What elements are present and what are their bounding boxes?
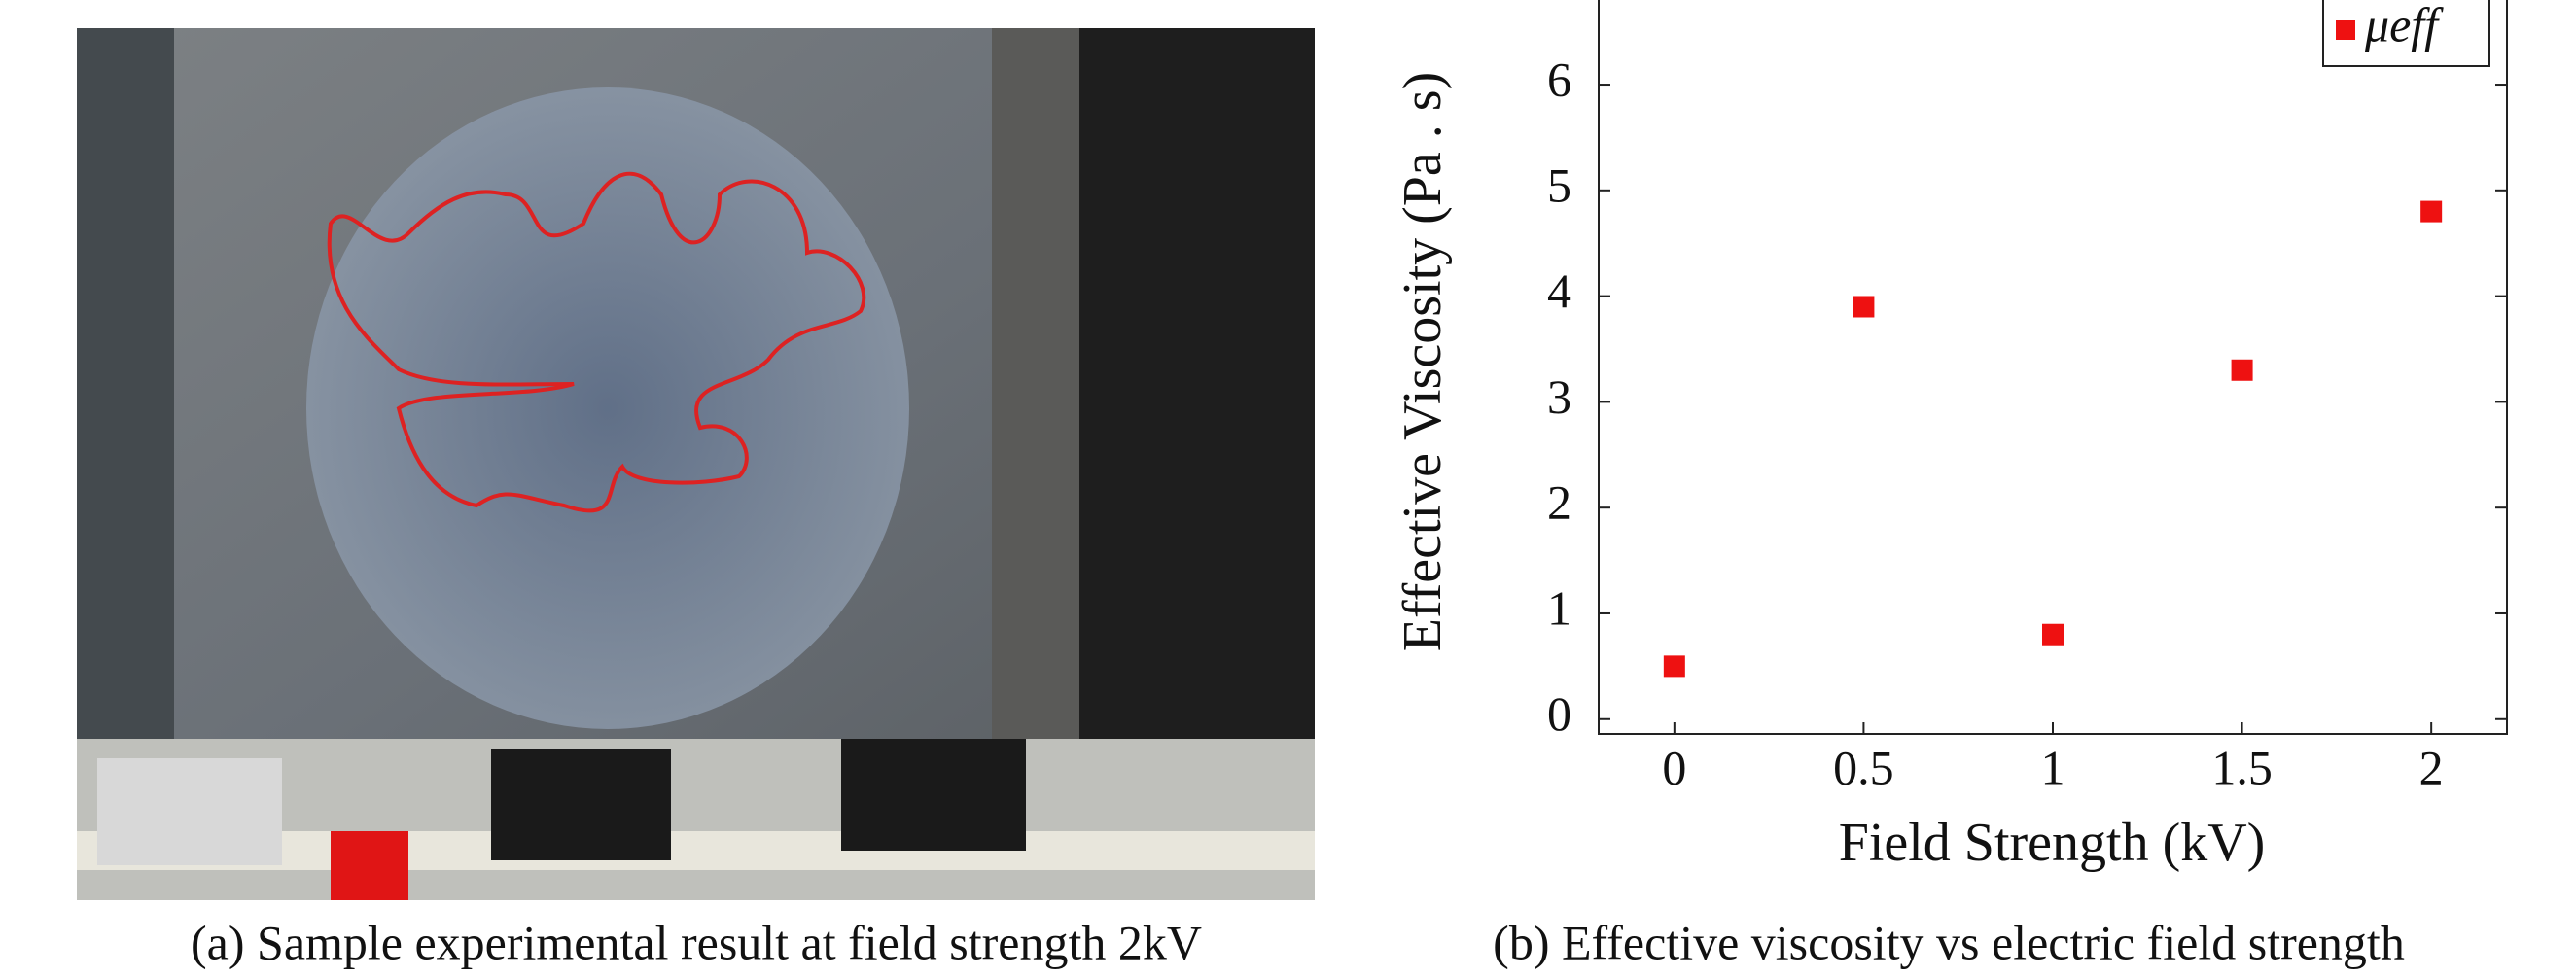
legend-label: μeff <box>2364 0 2444 52</box>
y-tick-label: 1 <box>1547 580 1571 635</box>
y-tick-label: 0 <box>1547 686 1571 741</box>
point <box>2420 200 2443 223</box>
x-tick-label: 2 <box>2419 740 2444 794</box>
chart-caption: (b) Effective viscosity vs electric fiel… <box>1493 915 2405 969</box>
point <box>2231 359 2253 381</box>
x-tick-label: 0.5 <box>1833 740 1894 794</box>
y-tick-label: 5 <box>1547 157 1571 212</box>
point <box>1853 296 1875 318</box>
legend-box <box>2322 0 2490 67</box>
y-tick-label: 3 <box>1547 369 1571 424</box>
x-tick-label: 1.5 <box>2211 740 2273 794</box>
y-axis-label: Effective Viscosity (Pa . s) <box>1393 72 1453 651</box>
y-tick-label: 6 <box>1547 52 1571 107</box>
y-tick-label: 4 <box>1547 263 1571 318</box>
photo <box>77 28 1315 900</box>
point <box>1663 655 1685 678</box>
photo-caption: (a) Sample experimental result at field … <box>191 915 1202 969</box>
legend-swatch <box>2336 20 2355 40</box>
x-tick-label: 1 <box>2041 740 2065 794</box>
x-tick-label: 0 <box>1662 740 1686 794</box>
x-axis-label: Field Strength (kV) <box>1839 813 2266 873</box>
y-tick-label: 2 <box>1547 475 1571 530</box>
point <box>2042 623 2064 646</box>
